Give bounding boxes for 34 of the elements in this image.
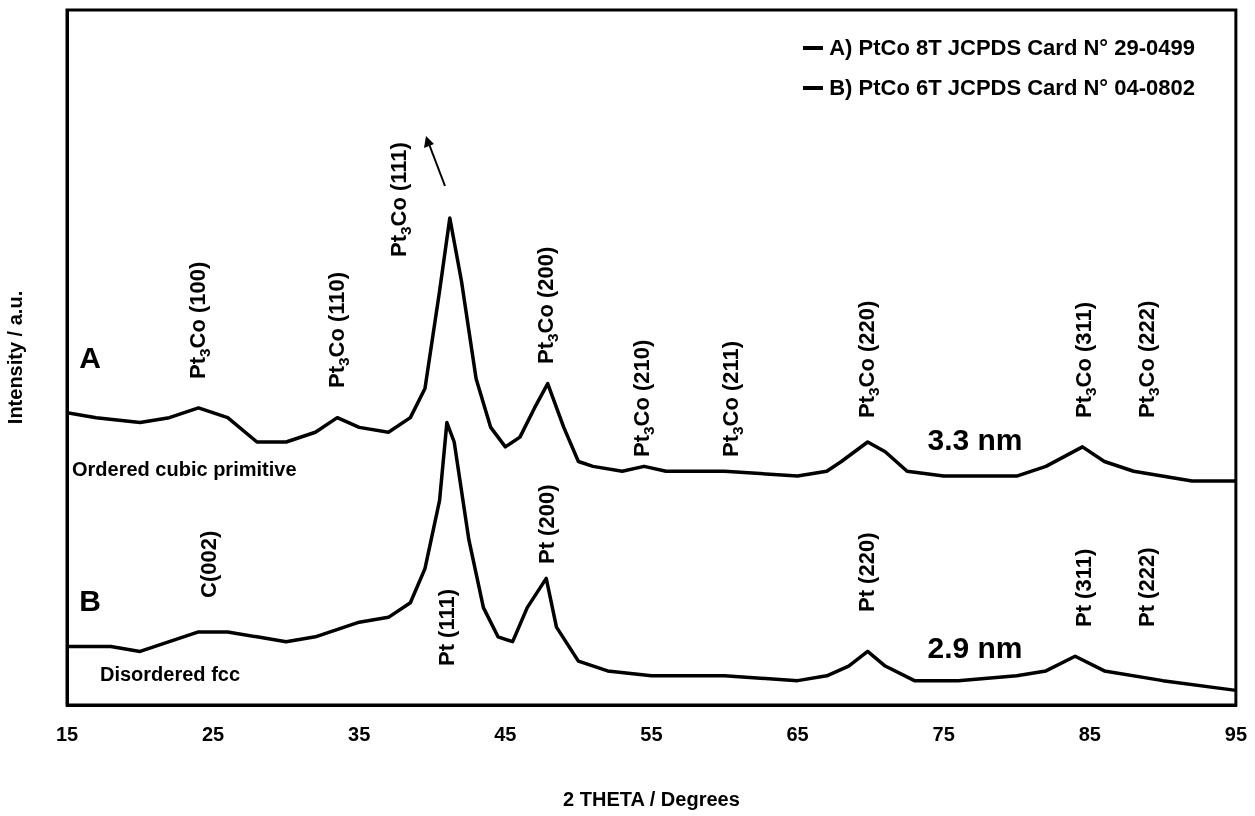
annotation: Disordered fcc (100, 662, 241, 685)
annotation: Pt (200) (534, 484, 560, 564)
annotation: Pt3Co (222) (1134, 300, 1162, 418)
annotation: Pt3Co (220) (854, 300, 882, 418)
annotation: Pt3Co (110) (324, 271, 352, 388)
annotation: Pt (222) (1134, 547, 1160, 627)
x-tick-label: 35 (348, 722, 371, 745)
annotation: B (79, 584, 101, 618)
x-tick-label: 65 (786, 722, 809, 745)
x-tick-label: 15 (55, 722, 79, 745)
legend-label: B) PtCo 6T JCPDS Card N° 04-0802 (829, 75, 1195, 101)
x-tick-label: 95 (1224, 722, 1247, 745)
x-tick-label: 25 (201, 722, 225, 745)
annotation: Pt (111) (434, 588, 460, 666)
annotation: A (79, 341, 101, 375)
annotation: Pt (311) (1071, 548, 1097, 627)
annotation: 2.9 nm (927, 631, 1023, 665)
annotation: Pt3Co (211) (718, 340, 746, 457)
x-tick-label: 45 (494, 722, 517, 745)
annotation: Pt3Co (111) (386, 142, 414, 257)
annotation: Pt (220) (854, 532, 880, 612)
annotation: 3.3 nm (927, 423, 1023, 457)
legend-label: A) PtCo 8T JCPDS Card N° 29-0499 (829, 35, 1195, 61)
annotation: Pt3Co (210) (629, 339, 657, 457)
x-axis-title: 2 THETA / Degrees (563, 787, 740, 810)
annotation: C(002) (196, 530, 222, 598)
annotation: Pt3Co (100) (185, 261, 213, 379)
annotation: Pt3Co (200) (533, 246, 561, 364)
x-tick-label: 85 (1078, 722, 1101, 745)
x-tick-label: 55 (640, 722, 663, 745)
annotation: Pt3Co (311) (1071, 301, 1099, 418)
annotation: Ordered cubic primitive (72, 457, 297, 480)
y-axis-title: Intensity / a.u. (3, 290, 26, 425)
x-tick-label: 75 (932, 722, 955, 745)
